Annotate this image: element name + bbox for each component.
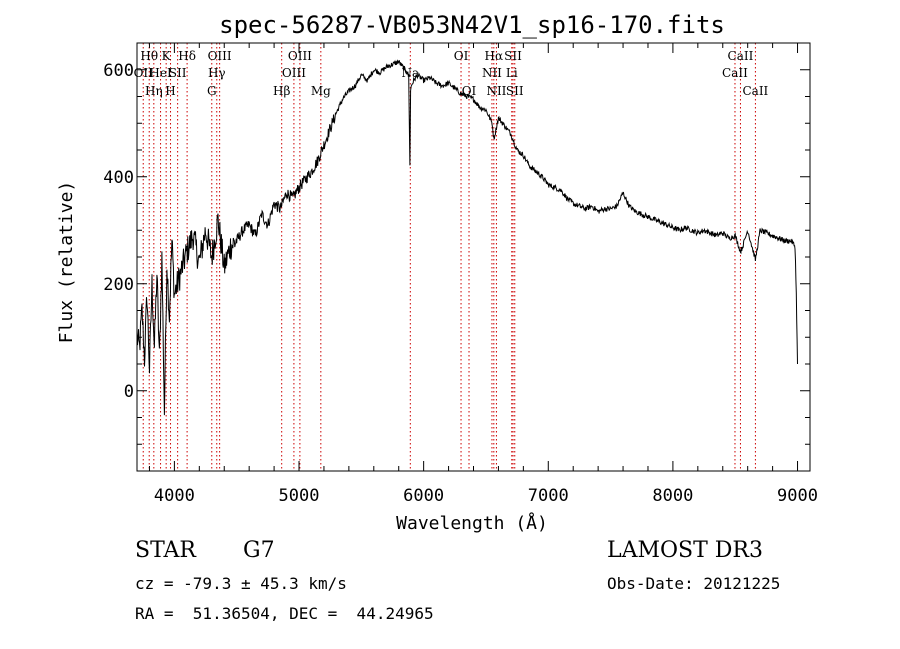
x-axis: 4000 5000 6000 7000 8000 9000 [148, 43, 818, 506]
line-label-7: Hδ [178, 49, 196, 63]
line-label-26: CaII [742, 84, 768, 98]
line-label-20: NII [486, 84, 506, 98]
line-label-24: CaII [722, 66, 748, 80]
spectral-line-labels: OII Hθ Hη HeI K H SII Hδ G Hγ OIII Hβ OIII OIII Mg Na OI… [134, 49, 769, 98]
chart-title: spec-56287-VB053N42V1_sp16-170.fits [219, 11, 725, 39]
line-label-3: HeI [149, 66, 172, 80]
x-tick-label-1: 5000 [279, 486, 320, 506]
line-label-22: SII [504, 49, 522, 63]
line-label-25: CaII [728, 49, 754, 63]
line-label-9: Hγ [208, 66, 226, 80]
line-label-11: Hβ [273, 84, 290, 98]
x-axis-label: Wavelength (Å) [396, 512, 548, 534]
y-tick-label-0: 0 [124, 382, 134, 402]
y-tick-label-3: 600 [103, 61, 134, 81]
y-tick-label-1: 200 [103, 275, 134, 295]
y-axis: 0 200 400 600 [103, 61, 810, 445]
line-label-4: K [162, 49, 172, 63]
line-label-21: Li [506, 66, 518, 80]
line-label-23: SII [506, 84, 524, 98]
line-label-5: H [165, 84, 175, 98]
observation-date: Obs-Date: 20121225 [607, 574, 781, 593]
line-label-19: Hα [485, 49, 504, 63]
line-label-0: OII [134, 66, 154, 80]
x-tick-label-2: 6000 [403, 486, 444, 506]
line-label-15: Na [401, 66, 419, 80]
line-label-13: OIII [288, 49, 312, 63]
spectrum-line [136, 59, 798, 416]
y-axis-label: Flux (relative) [56, 181, 77, 344]
x-tick-label-3: 7000 [528, 486, 569, 506]
spectral-line-markers [142, 43, 756, 471]
survey-name: LAMOST DR3 [607, 538, 763, 563]
x-tick-label-4: 8000 [652, 486, 693, 506]
object-class: STAR [135, 538, 196, 563]
plot-frame [136, 42, 811, 472]
line-label-18: NII [482, 66, 502, 80]
x-tick-label-0: 4000 [154, 486, 195, 506]
line-label-17: OI [462, 84, 477, 98]
line-label-6: SII [169, 66, 187, 80]
object-subclass: G7 [243, 538, 275, 563]
line-label-10: OIII [208, 49, 232, 63]
x-tick-label-5: 9000 [777, 486, 818, 506]
sky-coordinates: RA = 51.36504, DEC = 44.24965 [135, 604, 434, 623]
redshift-velocity: cz = -79.3 ± 45.3 km/s [135, 574, 347, 593]
line-label-12: OIII [282, 66, 306, 80]
line-label-1: Hθ [140, 49, 158, 63]
line-label-8: G [207, 84, 217, 98]
line-label-16: OI [454, 49, 469, 63]
line-label-14: Mg [311, 84, 331, 98]
line-label-2: Hη [145, 84, 163, 98]
y-tick-label-2: 400 [103, 168, 134, 188]
